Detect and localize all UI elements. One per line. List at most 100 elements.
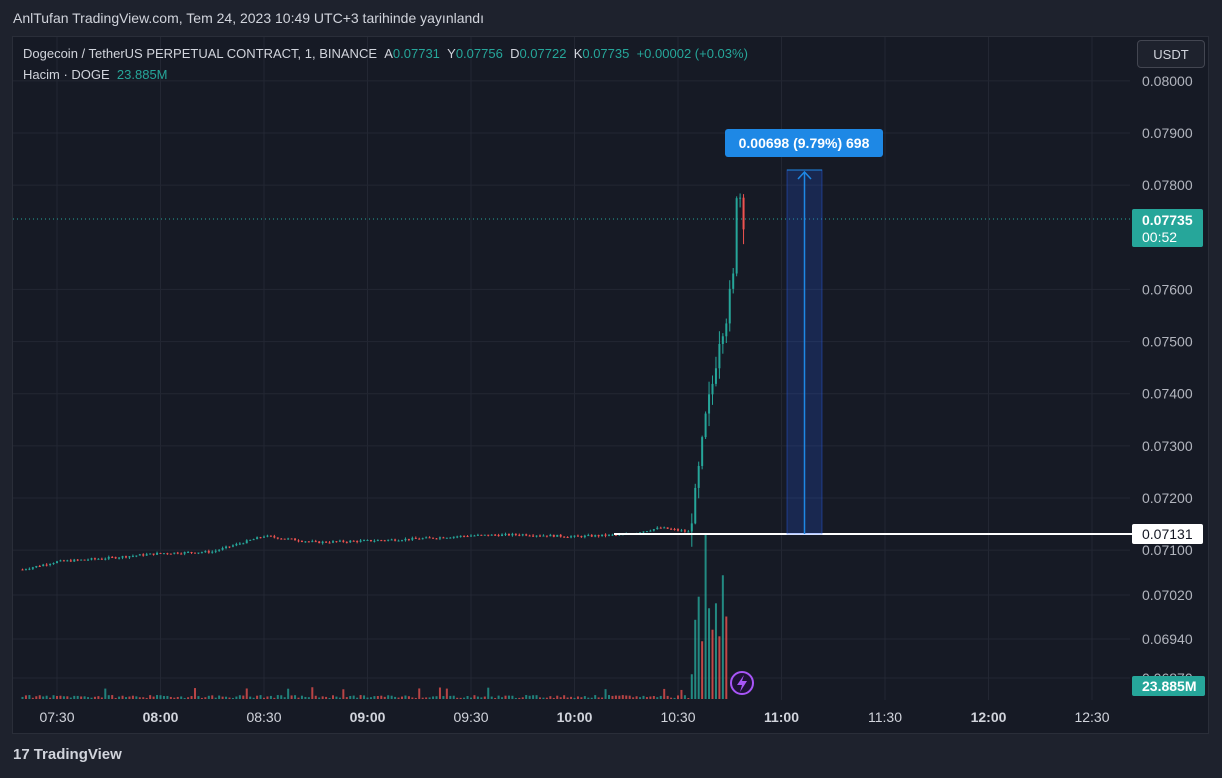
volume-bar xyxy=(573,697,576,699)
candle-body xyxy=(670,528,673,530)
candle-body xyxy=(549,534,552,537)
volume-bar xyxy=(62,696,65,699)
volume-bar xyxy=(656,697,659,699)
candle-body xyxy=(24,569,27,571)
volume-bar xyxy=(625,695,628,699)
candle-body xyxy=(528,535,531,537)
time-axis-label: 12:30 xyxy=(1074,709,1109,725)
volume-bar xyxy=(518,697,521,699)
published-info: AnlTufan TradingView.com, Tem 24, 2023 1… xyxy=(13,10,484,26)
candle-body xyxy=(449,537,452,539)
volume-bar xyxy=(652,695,655,699)
candle-body xyxy=(242,543,245,545)
candle-body xyxy=(256,537,259,540)
candle-body xyxy=(580,536,583,538)
candle-body xyxy=(570,536,573,538)
time-axis-label: 11:30 xyxy=(868,709,902,725)
candle-body xyxy=(352,540,355,542)
candle-body xyxy=(604,534,607,536)
volume-bar xyxy=(404,695,407,699)
candle-body xyxy=(380,540,383,542)
volume-bar xyxy=(176,696,179,699)
volume-bar xyxy=(87,697,90,699)
volume-bar xyxy=(480,697,483,699)
candle-body xyxy=(125,556,127,558)
candle-body xyxy=(249,539,252,541)
candle-body xyxy=(411,537,414,540)
volume-bar xyxy=(418,688,421,699)
low-value: 0.07722 xyxy=(519,46,567,61)
horizontal-line-price-label: 0.07131 xyxy=(1142,526,1193,542)
candle-body xyxy=(169,553,172,555)
candle-body xyxy=(138,554,141,556)
candle-body xyxy=(173,552,176,554)
volume-bar xyxy=(214,697,217,699)
symbol-name[interactable]: Dogecoin / TetherUS PERPETUAL CONTRACT, … xyxy=(23,46,378,61)
volume-bar xyxy=(83,696,86,699)
candle-body xyxy=(487,534,490,536)
candle-body xyxy=(463,535,466,537)
time-axis-label: 10:30 xyxy=(660,709,695,725)
currency-button[interactable]: USDT xyxy=(1137,40,1205,68)
volume-bar xyxy=(376,696,379,699)
volume-bar xyxy=(42,696,45,699)
volume-bar xyxy=(473,695,476,699)
volume-bar xyxy=(590,697,593,699)
candle-body xyxy=(583,535,586,538)
volume-bar xyxy=(162,695,165,699)
volume-bar xyxy=(401,696,403,699)
volume-bar xyxy=(211,695,214,699)
volume-bar xyxy=(608,695,610,699)
candle-body xyxy=(545,535,548,537)
tradingview-logo[interactable]: 17 TradingView xyxy=(13,746,122,763)
volume-bar xyxy=(525,695,528,699)
candle-body xyxy=(525,534,528,536)
price-axis-label: 0.07200 xyxy=(1142,490,1193,506)
volume-bar xyxy=(494,697,497,699)
candle-body xyxy=(245,540,248,544)
candle-body xyxy=(369,539,372,542)
volume-bar xyxy=(263,697,265,699)
time-axis-label: 09:30 xyxy=(453,709,488,725)
volume-bar xyxy=(24,695,27,699)
candle-body xyxy=(390,539,393,541)
candle-body xyxy=(300,541,303,543)
candle-body xyxy=(728,288,731,324)
last-price-tag xyxy=(1132,209,1203,248)
candle-body xyxy=(225,546,228,549)
price-axis-label: 0.07100 xyxy=(1142,542,1193,558)
volume-legend-label[interactable]: Hacim · DOGE xyxy=(23,67,110,82)
time-axis-label: 11:00 xyxy=(764,709,799,725)
candle-body xyxy=(404,538,407,541)
candle-body xyxy=(194,552,196,554)
volume-bar xyxy=(38,695,41,699)
volume-bar xyxy=(242,695,245,699)
volume-bar xyxy=(252,697,255,699)
candle-body xyxy=(677,529,679,531)
candle-body xyxy=(183,552,186,554)
candle-body xyxy=(501,534,504,537)
volume-bar xyxy=(335,696,338,699)
volume-bar xyxy=(407,696,410,699)
candle-body xyxy=(304,541,307,543)
candle-body xyxy=(356,540,359,542)
candle-body xyxy=(142,554,145,556)
candle-body xyxy=(280,538,283,540)
volume-bar xyxy=(476,696,479,699)
candle-body xyxy=(539,535,541,537)
candle-body xyxy=(204,551,207,553)
candle-body xyxy=(566,536,569,538)
volume-bar xyxy=(73,695,76,699)
candle-body xyxy=(28,568,31,570)
candle-body xyxy=(397,540,400,542)
countdown-label: 00:52 xyxy=(1142,229,1177,245)
candle-body xyxy=(739,197,742,199)
candle-body xyxy=(62,560,65,562)
volume-bar xyxy=(135,696,138,699)
candle-body xyxy=(80,559,83,561)
chart-panel[interactable] xyxy=(12,36,1209,734)
volume-bar xyxy=(442,696,445,699)
candle-body xyxy=(332,541,334,543)
volume-bar xyxy=(194,688,196,699)
